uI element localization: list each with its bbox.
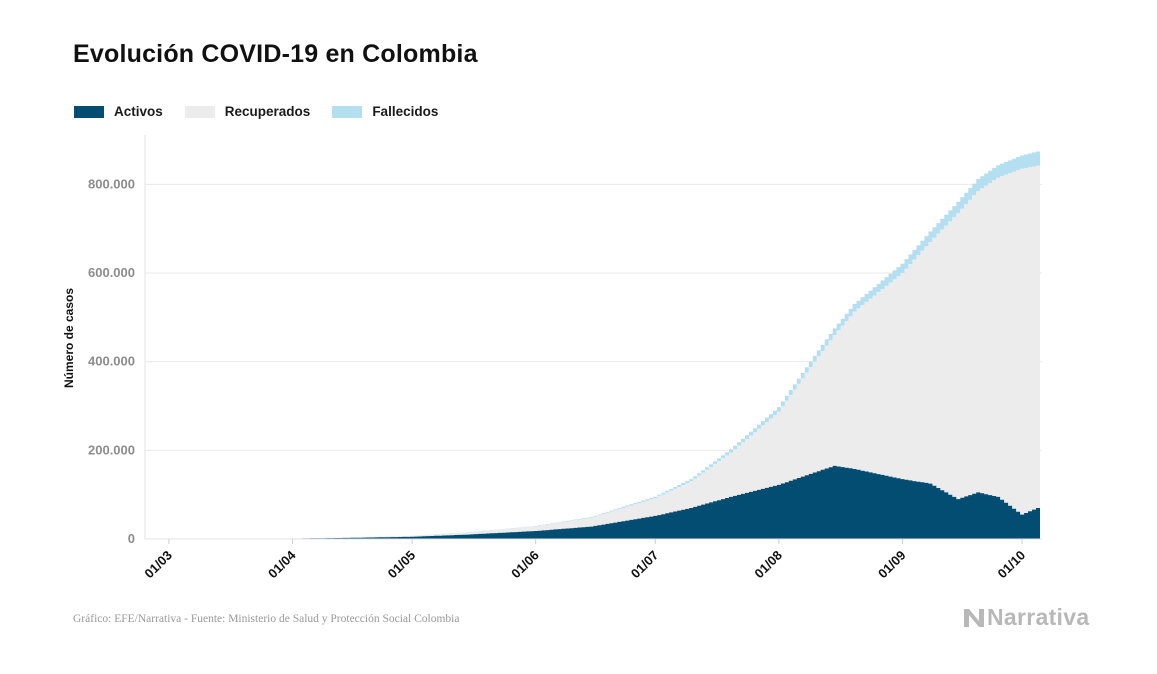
legend-item-fallecidos: Fallecidos	[332, 104, 438, 119]
x-tick-label: 01/04	[265, 547, 299, 581]
y-axis-label: Número de casos	[62, 288, 76, 388]
y-tick-label: 200.000	[88, 442, 135, 457]
x-tick-label: 01/08	[751, 548, 785, 582]
y-tick-label: 400.000	[88, 354, 135, 369]
x-tick-label: 01/06	[508, 548, 542, 582]
legend-item-activos: Activos	[74, 104, 163, 119]
legend-label-recuperados: Recuperados	[224, 104, 311, 119]
area-recuperados	[186, 165, 1040, 539]
y-tick-label: 600.000	[88, 265, 135, 280]
x-tick-label: 01/09	[875, 548, 909, 582]
brand-name: Narrativa	[987, 604, 1090, 630]
legend-swatch-fallecidos	[332, 105, 363, 118]
brand-logo: Narrativa	[963, 604, 1089, 631]
legend-item-recuperados: Recuperados	[184, 104, 311, 119]
stacked-areas	[186, 151, 1040, 539]
y-tick-label: 0	[128, 531, 135, 546]
x-tick-label: 01/05	[385, 548, 419, 582]
narrativa-logo-icon	[964, 608, 984, 627]
legend-swatch-activos	[74, 105, 104, 118]
legend-label-activos: Activos	[114, 104, 163, 119]
legend-label-fallecidos: Fallecidos	[372, 104, 439, 119]
legend-swatch-recuperados	[184, 105, 215, 118]
area-activos	[186, 465, 1040, 539]
x-tick-label: 01/07	[628, 548, 662, 582]
x-tick-label: 01/03	[141, 548, 175, 582]
chart-title: Evolución COVID-19 en Colombia	[73, 40, 478, 68]
y-tick-label: 800.000	[88, 176, 135, 191]
x-tick-label: 01/10	[995, 548, 1029, 582]
legend: Activos Recuperados Fallecidos	[74, 104, 460, 119]
source-note: Gráfico: EFE/Narrativa - Fuente: Ministe…	[73, 613, 460, 625]
